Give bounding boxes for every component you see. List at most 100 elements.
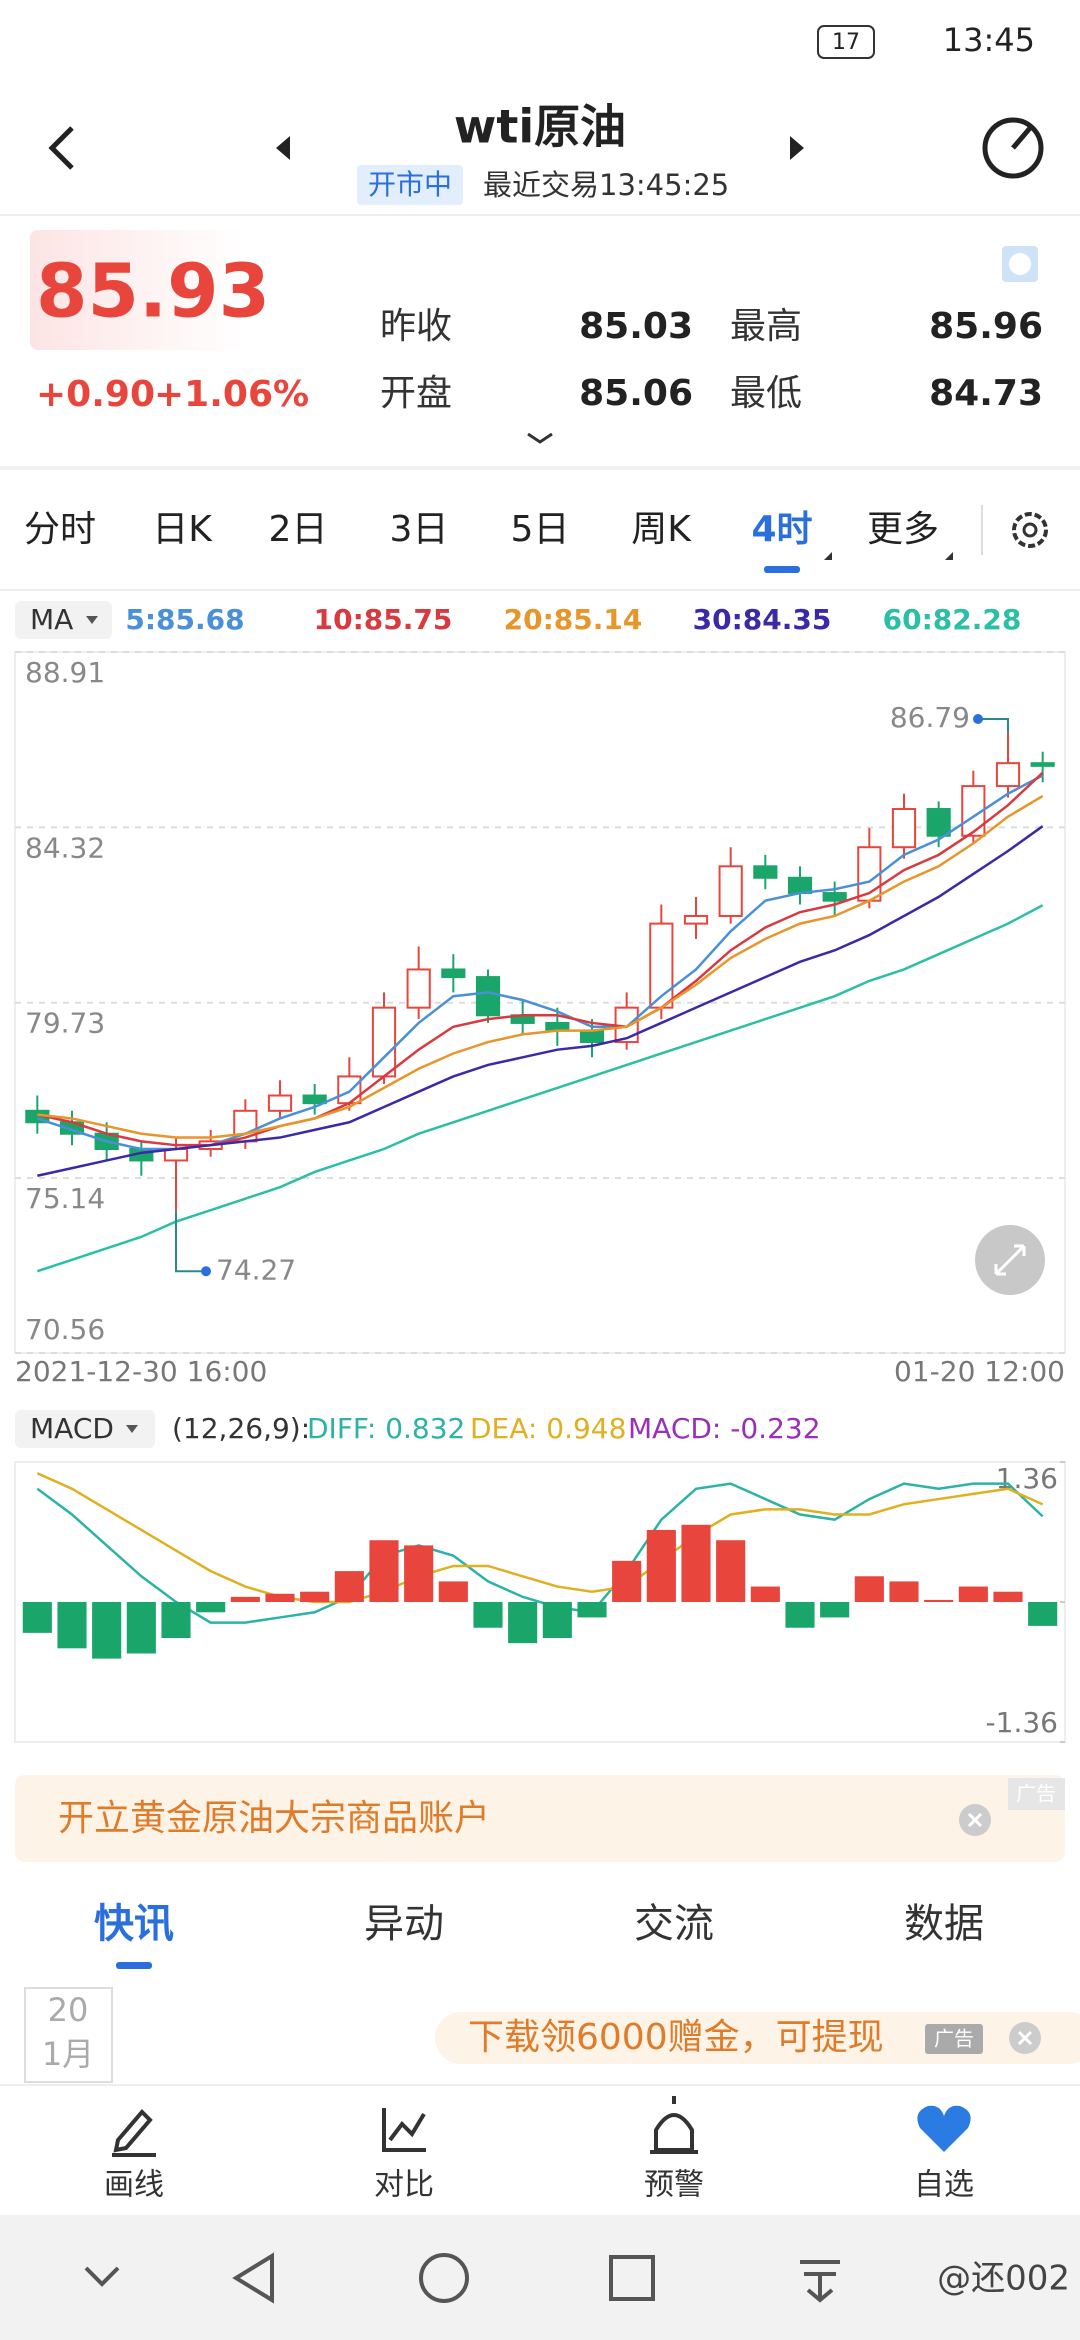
news-tab[interactable]: 异动 <box>364 1901 444 1947</box>
y-tick-label: -1.36 <box>986 1706 1058 1739</box>
dropdown-icon <box>86 616 98 624</box>
ma-legend: 20:85.14 <box>504 603 643 636</box>
news-tab[interactable]: 快讯 <box>94 1901 174 1947</box>
nav-recent[interactable] <box>609 2255 655 2301</box>
candle-body <box>267 1094 293 1112</box>
candle-body <box>683 914 709 925</box>
macd-line <box>36 1472 1044 1604</box>
macd-bar <box>230 1596 260 1602</box>
field-label: 昨收 <box>380 306 452 347</box>
toolbar-label[interactable]: 自选 <box>914 2168 974 2203</box>
ad-tag: 广告 <box>1016 1782 1056 1806</box>
macd-bar <box>750 1586 780 1602</box>
y-tick-label: 88.91 <box>25 656 105 689</box>
nav-hide[interactable] <box>84 2266 120 2287</box>
divider <box>0 466 1080 470</box>
field-label: 最高 <box>730 306 802 347</box>
ma-legend: 10:85.75 <box>314 603 453 636</box>
indicator-selector[interactable] <box>15 601 112 639</box>
field-value: 85.96 <box>929 306 1043 347</box>
ma-legend: 30:84.35 <box>693 603 832 636</box>
nav-notify[interactable] <box>800 2260 840 2303</box>
macd-bar <box>820 1602 850 1618</box>
price-change-pct: +1.06% <box>154 374 309 415</box>
macd-bar <box>716 1540 746 1602</box>
news-day: 20 <box>48 1991 89 2029</box>
candle-body <box>337 1075 362 1105</box>
back-button[interactable] <box>48 126 74 170</box>
expand-chevron[interactable] <box>527 432 553 444</box>
last-price: 85.93 <box>36 249 270 335</box>
tab-corner <box>824 552 832 560</box>
candle-body <box>995 762 1021 788</box>
macd-bar <box>473 1602 503 1628</box>
period-tab[interactable]: 周K <box>631 509 692 550</box>
period-tab[interactable]: 3日 <box>390 509 449 550</box>
date-box <box>24 1987 113 2083</box>
market-status: 开市中 <box>368 168 452 201</box>
settings-icon <box>1022 522 1038 538</box>
y-tick-label: 84.32 <box>25 831 105 864</box>
next-button[interactable] <box>790 136 804 160</box>
refresh-button[interactable] <box>982 117 1044 179</box>
status-time: 13:45 <box>943 21 1035 59</box>
news-tab[interactable]: 数据 <box>904 1901 984 1947</box>
toolbar-label[interactable]: 画线 <box>104 2168 164 2203</box>
macd-bar <box>161 1602 191 1639</box>
battery-icon <box>817 25 875 59</box>
macd-bar <box>924 1599 954 1602</box>
field-value: 84.73 <box>929 373 1043 414</box>
prev-button[interactable] <box>276 136 290 160</box>
candle-body <box>475 976 501 1017</box>
ma-line <box>37 825 1044 1177</box>
macd-bar <box>785 1602 815 1628</box>
ad-text: 开立黄金原油大宗商品账户 <box>58 1798 490 1839</box>
refresh-icon <box>1011 126 1032 150</box>
ma-legend: 5:85.68 <box>125 603 244 636</box>
period-tab[interactable]: 分时 <box>24 509 96 550</box>
nav-home[interactable] <box>419 2253 469 2303</box>
field-value: 85.03 <box>579 306 693 347</box>
settings-button[interactable] <box>1012 512 1048 548</box>
macd-bar <box>577 1602 607 1618</box>
macd-bar <box>404 1545 434 1602</box>
y-tick-label: 70.56 <box>25 1313 105 1346</box>
period-tab[interactable]: 5日 <box>511 509 570 550</box>
ma-line <box>37 794 1044 1139</box>
period-tab[interactable]: 更多 <box>867 509 939 550</box>
tab-indicator <box>116 1962 152 1969</box>
period-tab[interactable]: 日K <box>152 509 213 550</box>
tab-indicator <box>764 566 800 573</box>
candle-body <box>891 808 917 849</box>
toolbar-label[interactable]: 对比 <box>374 2168 434 2203</box>
indicator-selector[interactable] <box>15 1410 155 1448</box>
macd-legend: MACD: -0.232 <box>628 1412 821 1445</box>
nav-back[interactable] <box>232 2252 274 2304</box>
page-title: wti原油 <box>454 100 626 154</box>
ad-tag-bg <box>1008 1778 1065 1810</box>
news-tab[interactable]: 交流 <box>634 1901 714 1947</box>
macd-bar <box>681 1524 711 1602</box>
candle-body <box>753 865 778 879</box>
promo-banner[interactable] <box>435 2012 1080 2064</box>
y-tick-label: 79.73 <box>25 1007 105 1040</box>
macd-bar <box>1028 1602 1058 1626</box>
last-trade: 最近交易13:45:25 <box>483 168 729 202</box>
alert-icon <box>650 2096 698 2154</box>
macd-bar <box>854 1576 884 1602</box>
toolbar-label[interactable]: 预警 <box>644 2168 704 2203</box>
dropdown-icon <box>126 1425 138 1433</box>
tab-corner <box>945 552 953 560</box>
watermark: @还002 <box>937 2259 1070 2299</box>
period-tab[interactable]: 4时 <box>751 509 812 550</box>
macd-bar <box>300 1591 330 1602</box>
battery-level: 17 <box>832 30 860 55</box>
ad-banner[interactable] <box>15 1775 1065 1862</box>
candle-body <box>1030 762 1055 767</box>
macd-bar <box>265 1593 295 1602</box>
field-label: 最低 <box>730 373 802 414</box>
period-tab[interactable]: 2日 <box>269 509 328 550</box>
close-icon <box>967 1812 983 1828</box>
ma-legend: 60:82.28 <box>883 603 1022 636</box>
